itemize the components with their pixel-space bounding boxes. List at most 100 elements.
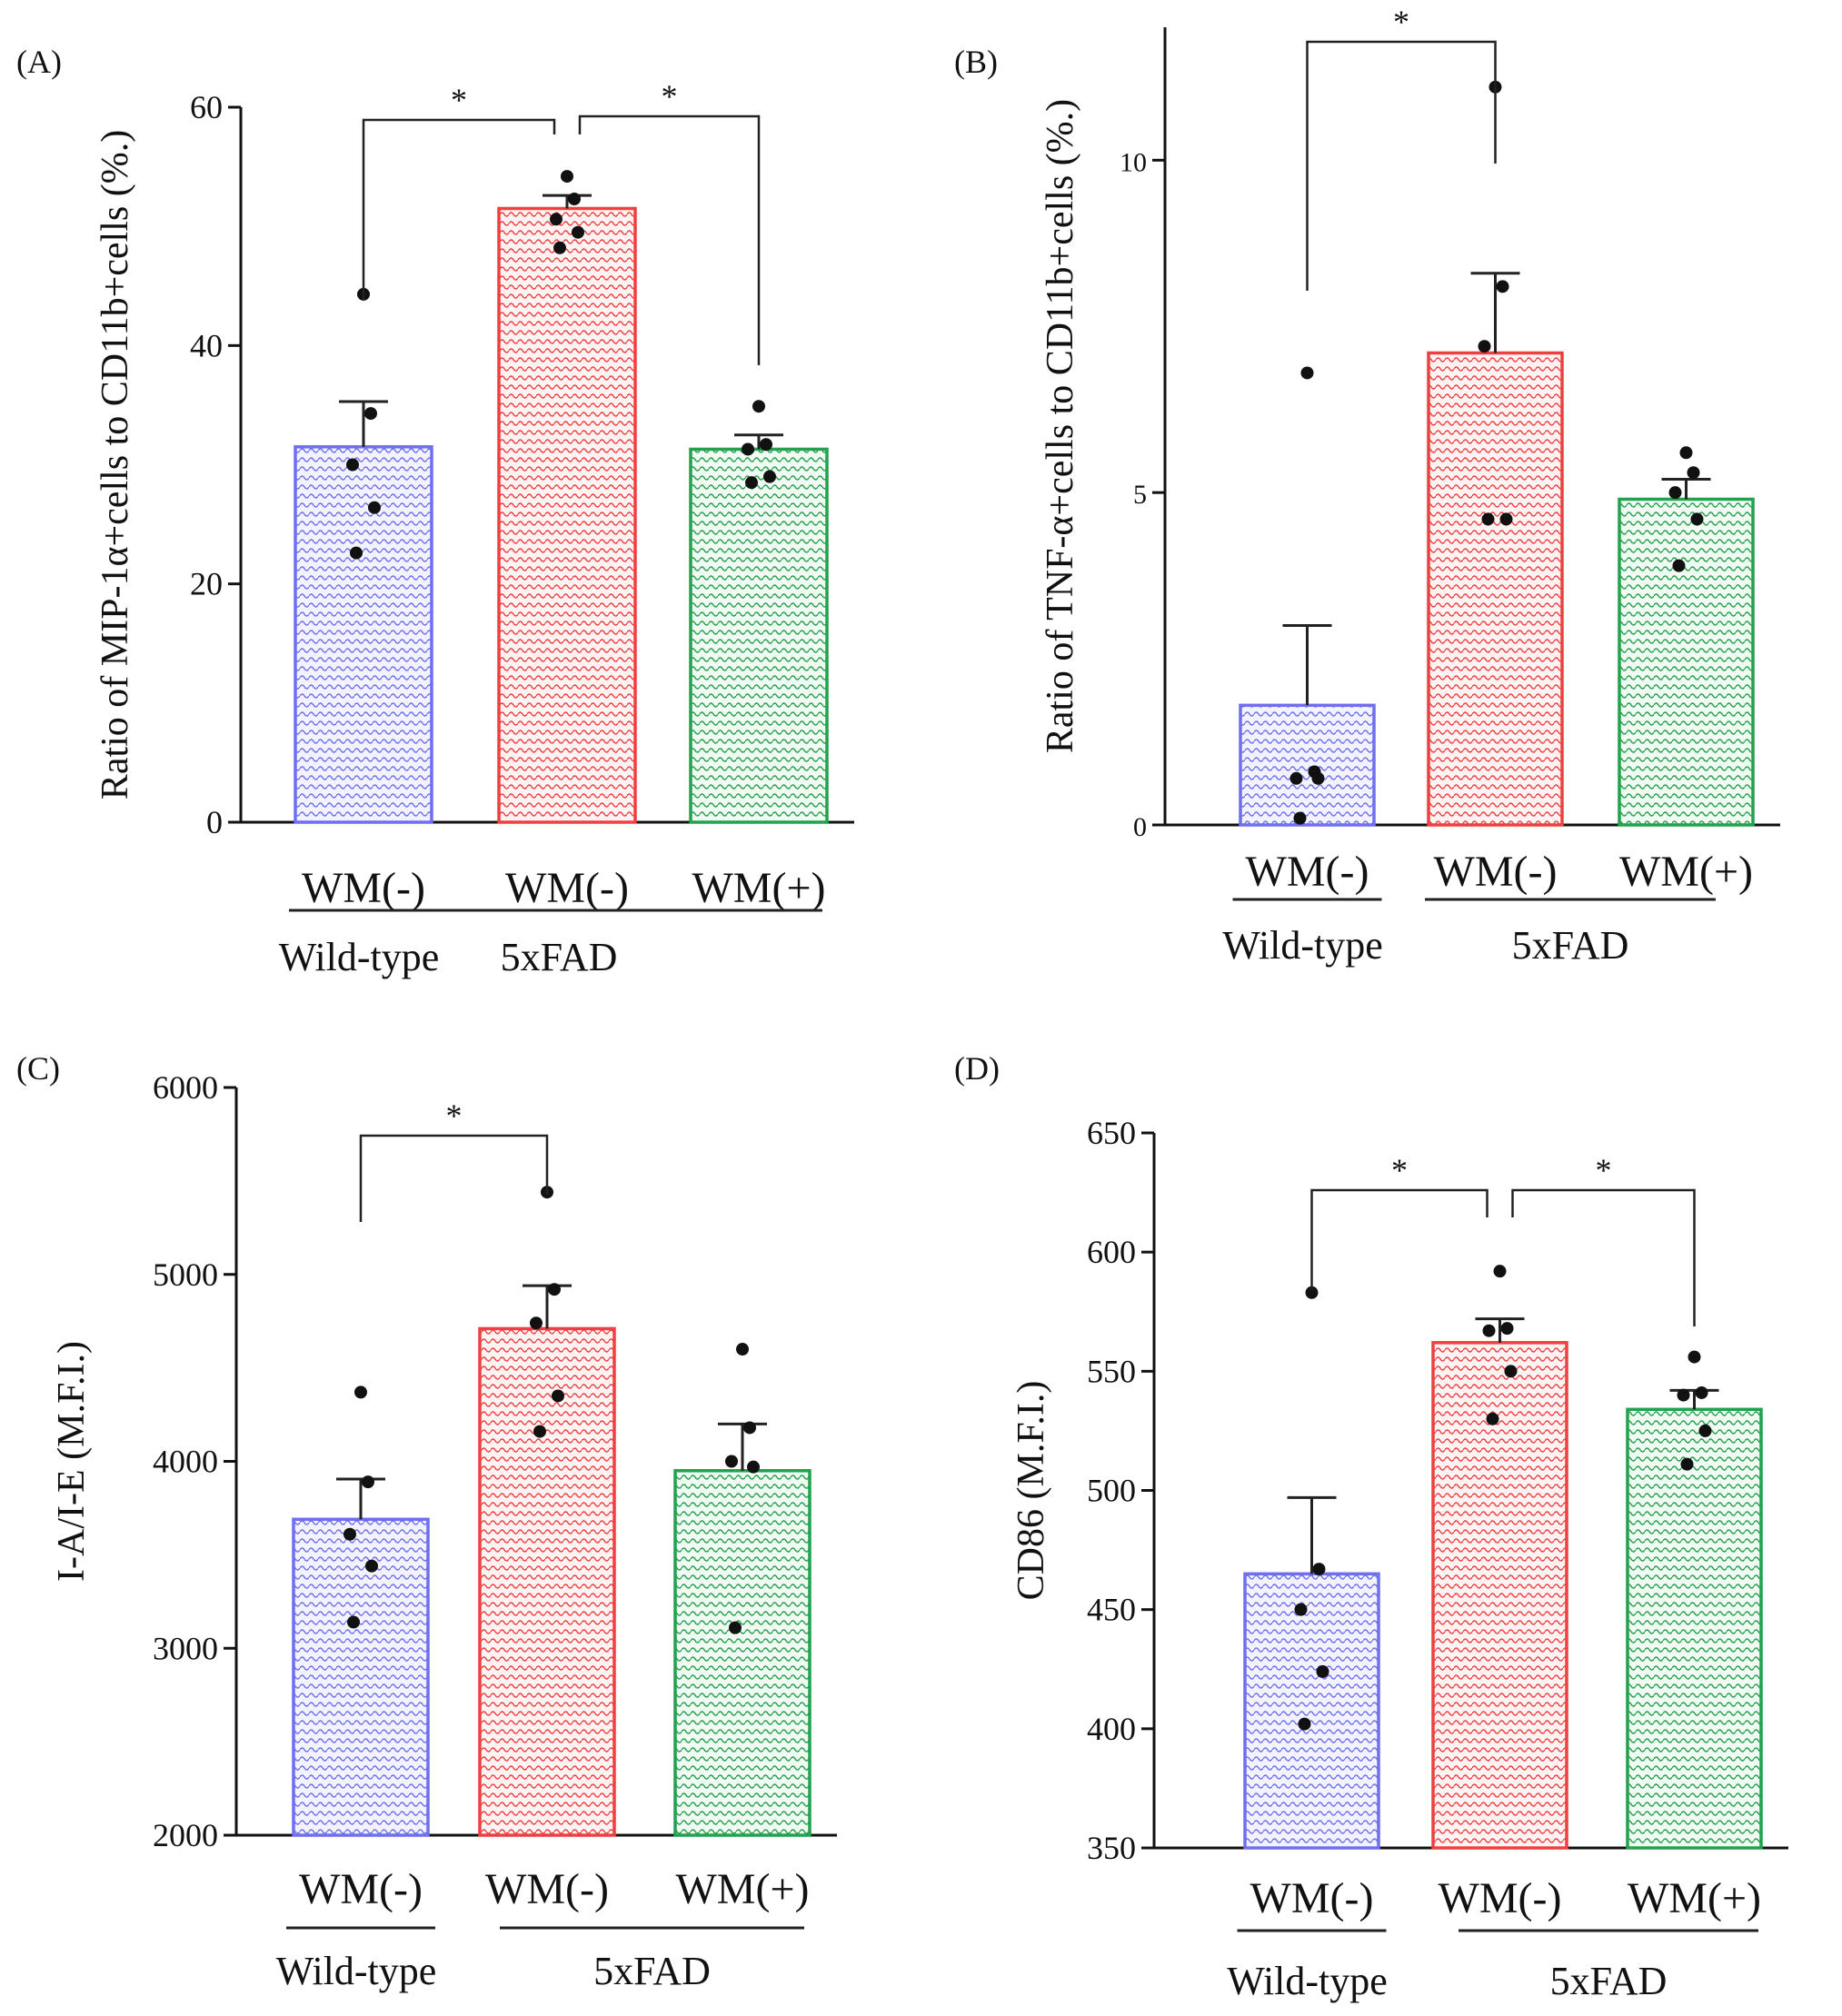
significance-bracket — [578, 114, 761, 365]
panel-label: (D) — [954, 1050, 1000, 1087]
significance-bracket — [1310, 1188, 1489, 1290]
data-point — [1481, 512, 1495, 526]
data-point — [368, 501, 381, 514]
data-point — [1478, 340, 1491, 353]
y-tick-label: 3000 — [153, 1630, 218, 1666]
x-category-label: WM(+) — [675, 1865, 809, 1913]
data-point — [568, 192, 581, 205]
bar-0 — [1243, 1572, 1380, 1850]
y-axis-label: CD86 (M.F.I.) — [1011, 1381, 1052, 1601]
data-point — [760, 438, 772, 452]
y-tick-label: 2000 — [153, 1817, 218, 1853]
data-point — [736, 1343, 749, 1356]
x-category-label: WM(-) — [485, 1865, 609, 1913]
x-category-label: WM(-) — [1250, 1874, 1374, 1922]
data-point — [1289, 771, 1303, 785]
significance-star: * — [446, 1097, 463, 1134]
y-tick-label: 60 — [190, 89, 223, 125]
y-tick-label: 20 — [190, 566, 223, 602]
group-label-wild-type: Wild-type — [1227, 1959, 1388, 2003]
data-point — [763, 470, 776, 483]
bar-1 — [1427, 351, 1564, 827]
data-point — [742, 442, 754, 456]
x-category-label: WM(-) — [1439, 1874, 1562, 1922]
data-point — [1486, 1412, 1499, 1425]
data-point — [1677, 1388, 1690, 1402]
data-point — [1672, 559, 1686, 572]
data-point — [347, 1615, 360, 1629]
x-category-label: WM(-) — [505, 864, 629, 912]
x-category-label: WM(-) — [1246, 848, 1369, 896]
y-tick-label: 500 — [1087, 1473, 1136, 1509]
data-point — [552, 1389, 564, 1403]
data-point — [1482, 1324, 1496, 1337]
significance-bracket — [362, 118, 556, 300]
data-point — [725, 1455, 738, 1468]
y-tick-label: 550 — [1087, 1353, 1136, 1389]
significance-star: * — [662, 78, 678, 114]
y-tick-label: 400 — [1087, 1711, 1136, 1747]
significance-star: * — [1393, 4, 1409, 40]
bar-2 — [689, 447, 829, 824]
y-tick-label: 450 — [1087, 1592, 1136, 1628]
y-tick-label: 5 — [1133, 480, 1147, 510]
data-point — [530, 1316, 543, 1330]
data-point — [365, 1559, 378, 1573]
data-point — [1680, 1457, 1694, 1471]
data-point — [1312, 1563, 1326, 1576]
data-point — [1688, 1350, 1701, 1364]
data-point — [743, 1421, 756, 1435]
data-point — [1668, 486, 1682, 500]
data-point — [1493, 1265, 1507, 1278]
panel-a: (A) 0 20 40 60 Ratio of MIP-1α+cells to CD11b… — [16, 44, 854, 979]
bar-0 — [1239, 703, 1376, 827]
data-point — [553, 241, 566, 254]
data-point — [1690, 512, 1704, 526]
data-point — [1695, 1385, 1708, 1399]
bar-2 — [1626, 1407, 1763, 1850]
bar-2 — [673, 1469, 811, 1837]
significance-bracket — [1511, 1188, 1696, 1326]
data-point — [362, 1475, 374, 1489]
significance-star: * — [1391, 1152, 1408, 1188]
x-category-label: WM(-) — [299, 1865, 423, 1913]
y-tick-label: 6000 — [153, 1069, 218, 1106]
data-point — [1496, 280, 1509, 293]
group-label-5xfad: 5xFAD — [501, 935, 618, 979]
y-tick-label: 0 — [206, 804, 223, 840]
y-axis-label: I-A/I-E (M.F.I.) — [51, 1341, 93, 1582]
bar-0 — [292, 1517, 430, 1837]
data-point — [346, 458, 359, 472]
y-tick-label: 600 — [1087, 1234, 1136, 1270]
panel-label: (C) — [16, 1050, 60, 1087]
bar-1 — [497, 206, 637, 824]
y-tick-label: 5000 — [153, 1256, 218, 1293]
data-point — [572, 225, 584, 239]
y-axis-label: Ratio of TNF-α+cells to CD11b+cells (%.) — [1040, 99, 1081, 753]
significance-bracket — [1306, 40, 1497, 291]
group-label-wild-type: Wild-type — [279, 935, 440, 979]
x-category-label: WM(+) — [692, 864, 825, 912]
y-tick-label: 650 — [1087, 1115, 1136, 1151]
data-point — [1499, 512, 1513, 526]
data-point — [745, 476, 758, 490]
y-tick-label: 0 — [1133, 812, 1147, 842]
data-point — [1294, 1603, 1308, 1616]
panel-b: (B) 0 5 10 Ratio of TNF-α+cells to CD11b+cel… — [954, 4, 1780, 968]
data-point — [1316, 1664, 1329, 1678]
group-label-wild-type: Wild-type — [1222, 923, 1383, 968]
data-point — [550, 213, 563, 226]
panel-label: (B) — [954, 44, 998, 80]
data-point — [344, 1527, 356, 1541]
bar-2 — [1618, 497, 1755, 827]
data-point — [1293, 811, 1307, 825]
data-point — [1687, 466, 1700, 480]
group-label-5xfad: 5xFAD — [1512, 923, 1629, 968]
data-point — [533, 1425, 546, 1438]
data-point — [1504, 1365, 1518, 1378]
x-category-label: WM(+) — [1619, 848, 1753, 896]
x-category-label: WM(+) — [1628, 1874, 1761, 1922]
data-point — [548, 1283, 561, 1296]
group-label-wild-type: Wild-type — [276, 1949, 437, 1993]
data-point — [1679, 446, 1693, 460]
